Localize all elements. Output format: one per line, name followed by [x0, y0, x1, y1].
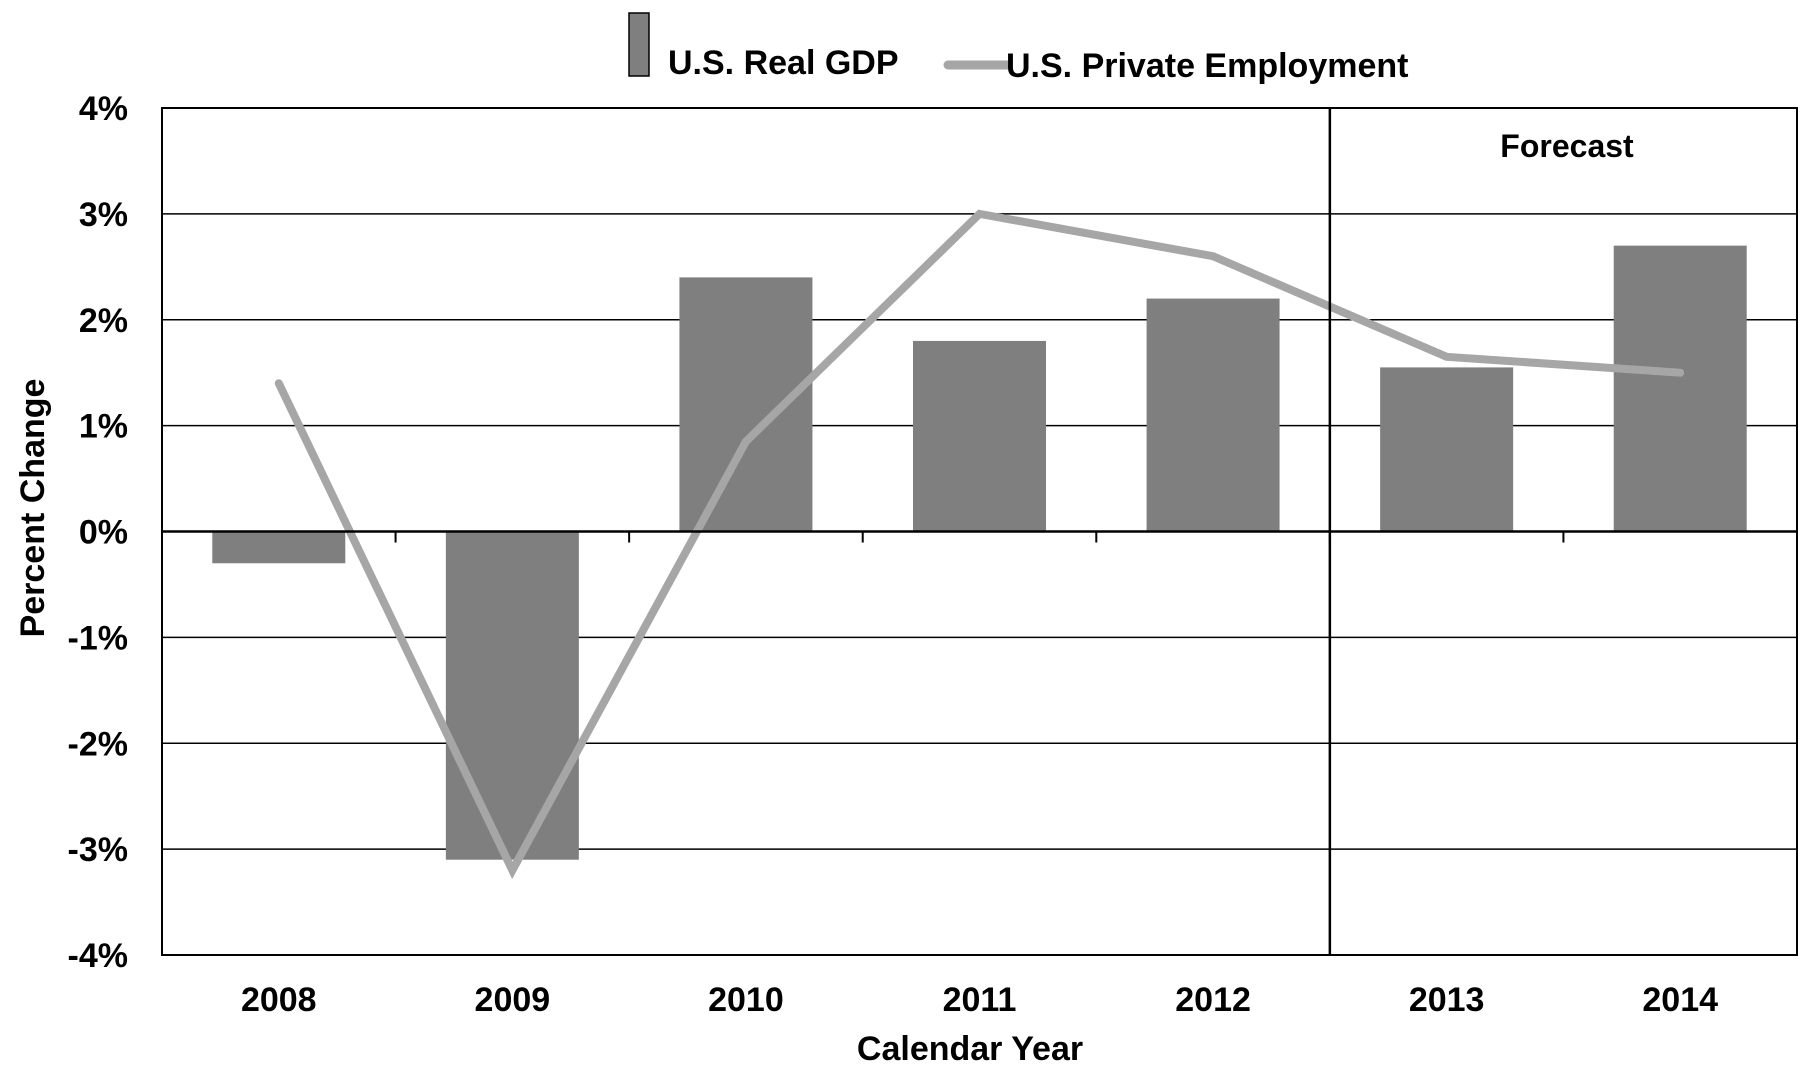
employment-point — [1212, 255, 1214, 257]
employment-point — [1446, 356, 1448, 358]
legend-swatch-gdp — [628, 12, 650, 77]
employment-point — [278, 382, 280, 384]
x-tick-labels: 2008 2009 2010 2011 2012 2013 2014 — [241, 981, 1718, 1019]
y-tick-labels: -4% -3% -2% -1% 0% 1% 2% 3% 4% — [68, 90, 128, 975]
x-tick-label: 2012 — [1175, 981, 1251, 1019]
employment-point — [1679, 372, 1681, 374]
gdp-bar — [445, 531, 579, 860]
y-tick-label: -4% — [68, 937, 128, 975]
employment-line-layer — [274, 209, 1685, 880]
y-axis-title: Percent Change — [14, 379, 52, 638]
forecast-label: Forecast — [1500, 128, 1634, 164]
y-tick-label: 4% — [79, 90, 128, 128]
y-tick-label: -2% — [68, 725, 128, 763]
gdp-bar — [212, 531, 346, 564]
employment-point — [979, 213, 980, 215]
legend-label-employment: U.S. Private Employment — [1006, 47, 1408, 85]
y-tick-label: 3% — [79, 196, 128, 234]
axes — [161, 107, 1798, 956]
x-tick-label: 2013 — [1409, 981, 1485, 1019]
x-tick-label: 2014 — [1642, 981, 1718, 1019]
y-tick-label: -1% — [68, 619, 128, 657]
plot-border — [161, 107, 1798, 956]
employment-point — [745, 441, 747, 443]
y-tick-label: 2% — [79, 302, 128, 340]
gdp-bar — [1146, 298, 1280, 532]
gdp-bar — [1380, 367, 1514, 532]
x-tick-label: 2008 — [241, 981, 317, 1019]
y-tick-label: 0% — [79, 514, 128, 552]
gdp-bar — [1613, 245, 1747, 532]
x-tick-label: 2011 — [943, 981, 1017, 1019]
y-tick-label: -3% — [68, 831, 128, 869]
gdp-bar — [913, 340, 1046, 532]
x-axis-title: Calendar Year — [857, 1030, 1083, 1068]
gdp-bar — [679, 277, 813, 532]
gdp-bars — [212, 245, 1747, 860]
y-tick-label: 1% — [79, 408, 128, 446]
x-tick-label: 2010 — [708, 981, 784, 1019]
legend: U.S. Real GDP U.S. Private Employment — [628, 12, 1408, 85]
legend-label-gdp: U.S. Real GDP — [668, 44, 899, 82]
x-tick-label: 2009 — [475, 981, 551, 1019]
employment-point — [511, 869, 513, 871]
